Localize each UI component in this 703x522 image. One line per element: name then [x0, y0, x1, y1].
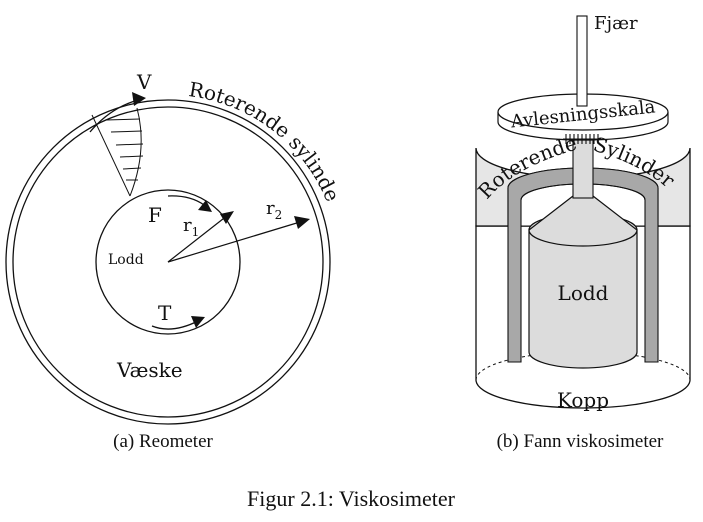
outer-radius-label: r2: [266, 198, 282, 222]
rotating-cylinder-label: Roterende sylinder: [0, 0, 345, 205]
rheometer-diagram: V Roterende sylinder Lodd F r1: [0, 0, 345, 452]
inner-radius-arrow-head: [220, 211, 234, 224]
outer-cylinder-wall-outer: [5, 99, 331, 425]
outer-cylinder-wall-inner: [12, 106, 324, 418]
fann-viscometer-diagram: Avlesningsskala Fjær Roterende Sylinder …: [473, 13, 691, 452]
bob-label: Lodd: [108, 252, 144, 268]
cup-label: Kopp: [557, 388, 609, 412]
bob-circle: [95, 189, 241, 335]
torque-arrow-head: [191, 316, 205, 328]
torque-arrow: [151, 320, 199, 330]
torque-label: T: [158, 301, 172, 325]
fann-caption: (b) Fann viskosimeter: [497, 431, 664, 452]
spring-coil: [563, 134, 601, 144]
spring-label: Fjær: [594, 13, 638, 34]
force-arrow-head: [198, 200, 212, 212]
fluid-label: Væske: [116, 358, 183, 382]
velocity-label: V: [136, 70, 152, 94]
inner-radius-line: [167, 214, 229, 263]
velocity-arrow-head: [132, 92, 146, 106]
velocity-profile: [91, 107, 144, 197]
outer-radius-arrow-head: [294, 216, 310, 229]
outer-radius-line: [167, 221, 301, 263]
fann-bob-label: Lodd: [558, 281, 609, 305]
force-arrow: [167, 195, 205, 206]
spring-rod: [576, 15, 588, 107]
rheometer-caption: (a) Reometer: [113, 431, 213, 452]
inner-radius-label: r1: [183, 215, 199, 239]
bob-body: [528, 229, 638, 369]
force-label: F: [148, 203, 162, 227]
figure-caption: Figur 2.1: Viskosimeter: [247, 486, 456, 511]
